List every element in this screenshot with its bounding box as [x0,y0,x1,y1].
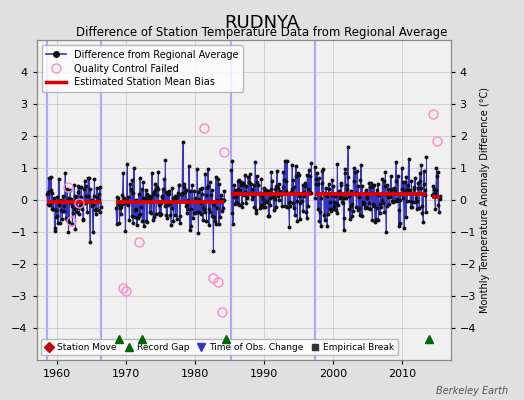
Text: RUDNYA: RUDNYA [224,14,300,32]
Text: Difference of Station Temperature Data from Regional Average: Difference of Station Temperature Data f… [77,26,447,39]
Legend: Station Move, Record Gap, Time of Obs. Change, Empirical Break: Station Move, Record Gap, Time of Obs. C… [41,339,398,356]
Text: Berkeley Earth: Berkeley Earth [436,386,508,396]
Y-axis label: Monthly Temperature Anomaly Difference (°C): Monthly Temperature Anomaly Difference (… [481,87,490,313]
